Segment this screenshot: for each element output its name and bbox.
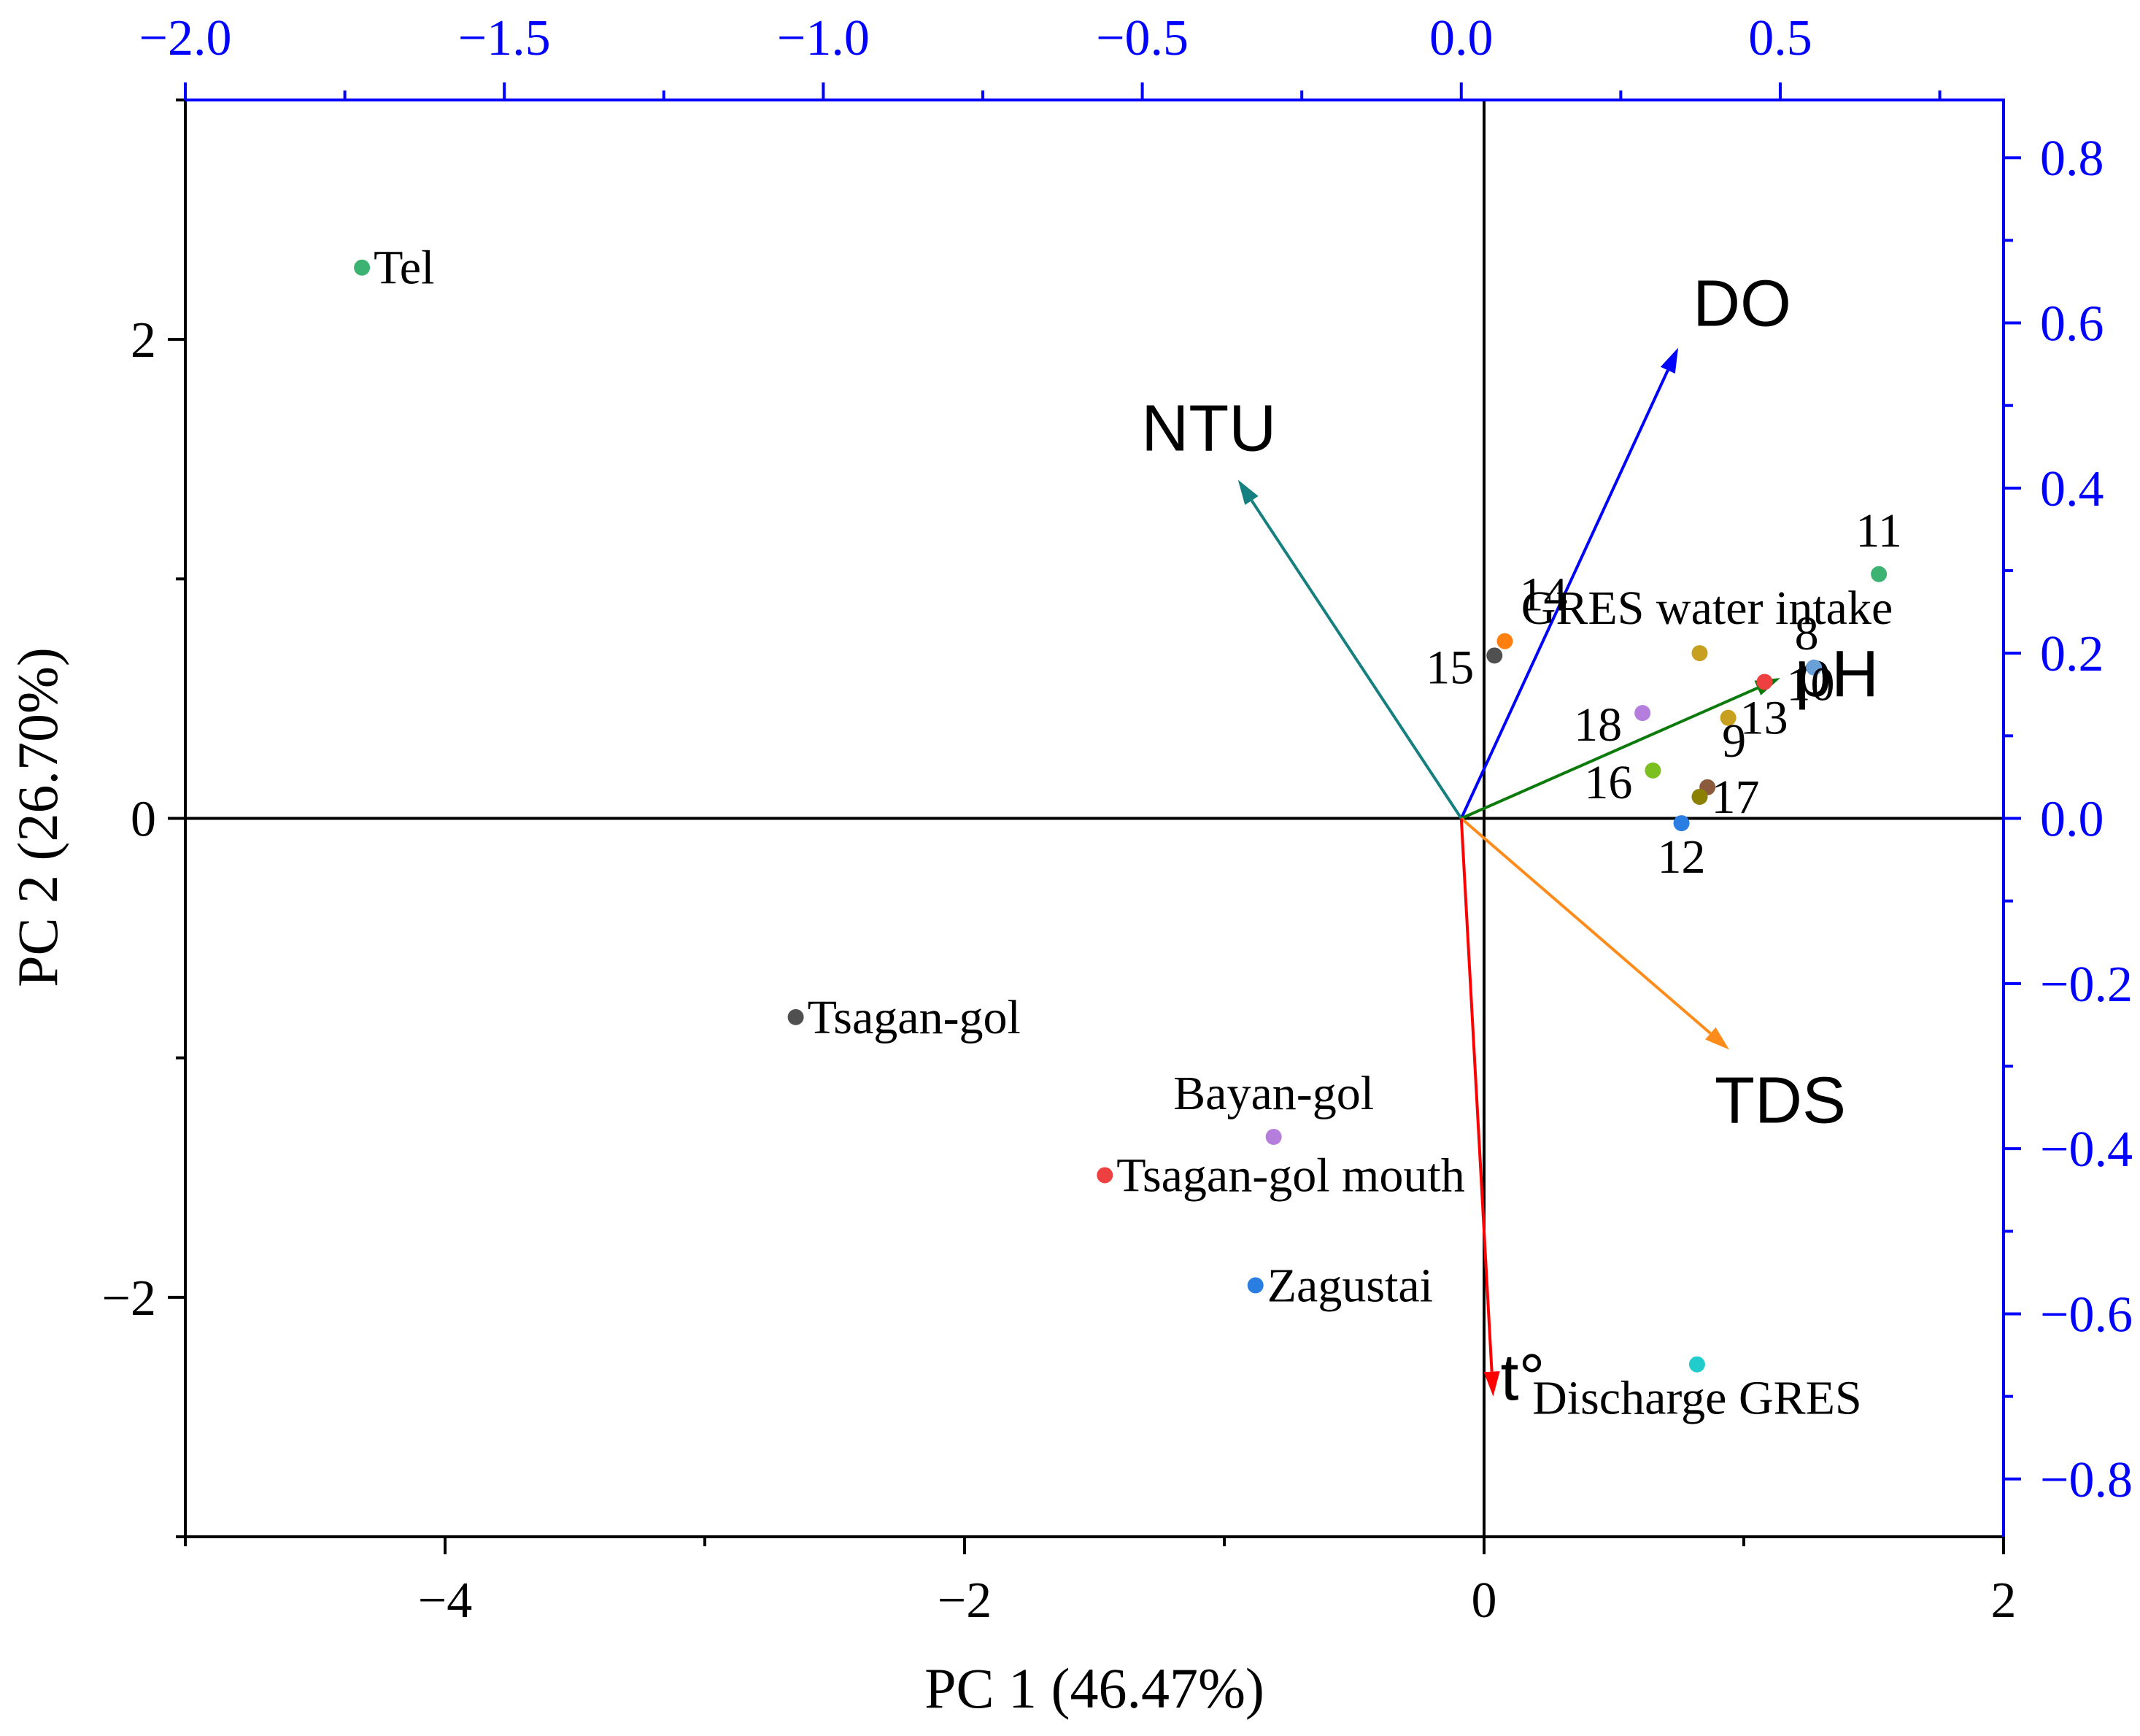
score-points: Tel Tsagan-gol Bayan-gol Tsagan-gol mouth Za… — [354, 242, 1902, 1425]
point-label-tel: Tel — [374, 242, 434, 295]
point-label-17: 17 — [1711, 771, 1759, 824]
y-tick-label: −2 — [102, 1270, 156, 1327]
point-14 — [1496, 633, 1513, 649]
point-11 — [1871, 566, 1888, 582]
right-tick-label: 0.0 — [2040, 792, 2104, 848]
vector-t-label: t° — [1500, 1342, 1545, 1415]
point-tsagan-gol — [787, 1008, 804, 1025]
vector-do-arrowhead — [1660, 347, 1679, 374]
x-tick-label: −2 — [938, 1573, 992, 1629]
vector-t-arrowhead — [1483, 1371, 1500, 1397]
point-label-zagustai: Zagustai — [1267, 1259, 1433, 1312]
right-tick-label: 0.4 — [2040, 461, 2104, 517]
point-gres-water-intake — [1691, 645, 1708, 662]
point-label-tsagan-gol-mouth: Tsagan-gol mouth — [1116, 1149, 1464, 1202]
top-tick-label: −1.5 — [458, 10, 551, 66]
point-label-15: 15 — [1426, 641, 1474, 694]
point-label-bayan-gol: Bayan-gol — [1173, 1067, 1374, 1120]
top-tick-label: 0.5 — [1748, 10, 1812, 66]
point-label-tsagan-gol: Tsagan-gol — [808, 991, 1021, 1044]
vector-tds-arrowhead — [1705, 1027, 1730, 1050]
x-tick-label: −4 — [418, 1573, 472, 1629]
point-label-13: 13 — [1740, 692, 1788, 745]
right-tick-label: −0.8 — [2040, 1452, 2133, 1508]
vector-tds-line — [1460, 817, 1712, 1035]
point-label-16: 16 — [1584, 756, 1632, 809]
axis-ticks: −4 −2 0 2 −2 0 2 −2.0 −1.5 −1.0 −0.5 0.0 0.5 −0.8 −0.6… — [102, 10, 2133, 1629]
point-label-10: 10 — [1786, 657, 1834, 711]
zero-lines — [185, 100, 2004, 1537]
right-tick-label: 0.6 — [2040, 296, 2104, 352]
right-tick-label: −0.2 — [2040, 957, 2133, 1013]
x-tick-label: 2 — [1991, 1573, 2017, 1629]
vector-t-line — [1459, 818, 1494, 1372]
point-13 — [1720, 709, 1737, 726]
x-tick-label: 0 — [1472, 1573, 1497, 1629]
top-tick-label: −0.5 — [1096, 10, 1189, 66]
right-tick-label: −0.6 — [2040, 1286, 2133, 1343]
point-label-8: 8 — [1795, 607, 1819, 660]
point-zagustai — [1247, 1277, 1264, 1294]
right-tick-label: −0.4 — [2040, 1122, 2133, 1178]
point-12 — [1673, 815, 1690, 832]
point-17 — [1691, 788, 1708, 805]
point-label-18: 18 — [1574, 698, 1622, 752]
vector-ntu-line — [1250, 499, 1463, 819]
vector-ntu-label: NTU — [1141, 393, 1276, 466]
point-label-14: 14 — [1519, 568, 1567, 622]
vector-ntu-arrowhead — [1237, 479, 1259, 505]
point-tel — [354, 259, 371, 276]
top-tick-label: −2.0 — [139, 10, 232, 66]
point-label-9: 9 — [1722, 714, 1746, 768]
top-tick-label: 0.0 — [1429, 10, 1494, 66]
vector-ph-label: pH — [1795, 638, 1879, 711]
point-label-discharge-gres: Discharge GRES — [1532, 1372, 1862, 1425]
point-label-12: 12 — [1658, 830, 1706, 884]
point-bayan-gol — [1265, 1128, 1282, 1145]
point-16 — [1645, 762, 1661, 779]
vector-ph-line — [1460, 686, 1758, 820]
point-18 — [1634, 705, 1651, 722]
y-tick-label: 2 — [131, 312, 156, 369]
point-8 — [1806, 659, 1823, 676]
vector-tds-label: TDS — [1715, 1064, 1846, 1137]
top-tick-label: −1.0 — [777, 10, 870, 66]
point-tsagan-gol-mouth — [1097, 1167, 1113, 1184]
point-label-11: 11 — [1855, 504, 1902, 558]
point-label-gres-water-intake: GRES water intake — [1521, 582, 1893, 635]
y-axis-label: PC 2 (26.70%) — [6, 647, 69, 987]
vector-do-line — [1459, 369, 1669, 819]
vector-do-label: DO — [1693, 267, 1791, 340]
point-15 — [1486, 647, 1503, 664]
loading-vectors: DO NTU pH TDS t° — [1141, 267, 1879, 1414]
right-tick-label: 0.2 — [2040, 626, 2104, 682]
right-tick-label: 0.8 — [2040, 131, 2104, 187]
x-axis-label: PC 1 (46.47%) — [924, 1656, 1264, 1720]
point-discharge-gres — [1688, 1356, 1705, 1373]
y-tick-label: 0 — [131, 792, 156, 848]
point-10 — [1756, 674, 1773, 690]
